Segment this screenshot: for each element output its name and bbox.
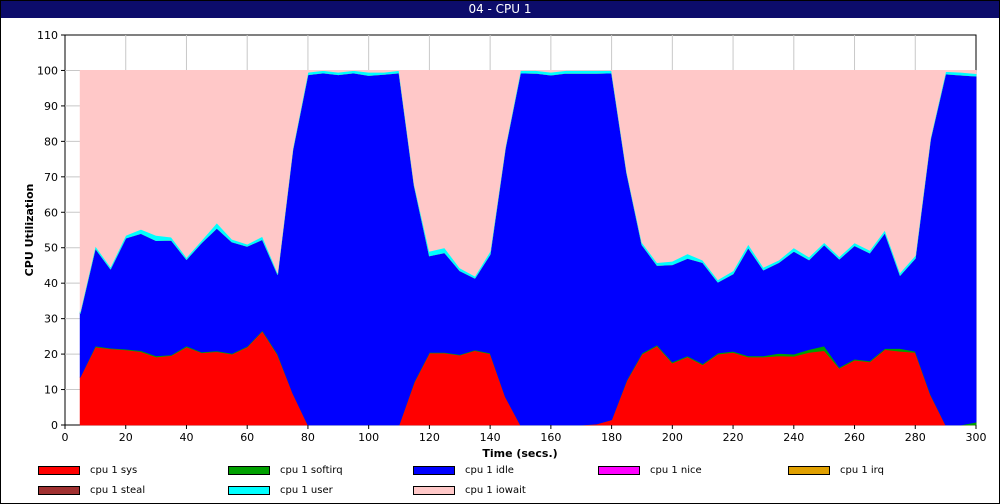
y-tick-label: 20 xyxy=(44,348,58,361)
x-tick-label: 20 xyxy=(119,431,133,444)
x-tick-label: 300 xyxy=(966,431,987,444)
x-tick-label: 240 xyxy=(783,431,804,444)
x-tick-label: 40 xyxy=(179,431,193,444)
y-tick-label: 60 xyxy=(44,206,58,219)
x-tick-label: 160 xyxy=(540,431,561,444)
y-tick-label: 110 xyxy=(37,29,58,42)
x-tick-label: 280 xyxy=(905,431,926,444)
x-tick-label: 100 xyxy=(358,431,379,444)
x-axis-label: Time (secs.) xyxy=(482,447,557,460)
x-tick-label: 120 xyxy=(419,431,440,444)
window-title: 04 - CPU 1 xyxy=(1,1,999,18)
x-tick-label: 140 xyxy=(480,431,501,444)
y-tick-label: 0 xyxy=(51,419,58,432)
x-tick-label: 180 xyxy=(601,431,622,444)
stacked-areas xyxy=(79,70,977,426)
x-tick-label: 0 xyxy=(62,431,69,444)
y-tick-label: 50 xyxy=(44,242,58,255)
axis-ticks: 0 20 40 60 80 100 120 140 160 180 200 220 240 260 280 3… xyxy=(37,29,987,444)
y-tick-label: 10 xyxy=(44,384,58,397)
y-axis-label: CPU Utilization xyxy=(23,184,36,277)
y-tick-label: 30 xyxy=(44,313,58,326)
y-tick-label: 70 xyxy=(44,171,58,184)
x-tick-label: 60 xyxy=(240,431,254,444)
x-tick-label: 220 xyxy=(723,431,744,444)
x-tick-label: 200 xyxy=(662,431,683,444)
x-tick-label: 260 xyxy=(844,431,865,444)
y-tick-label: 90 xyxy=(44,100,58,113)
y-tick-label: 100 xyxy=(37,64,58,77)
x-tick-label: 80 xyxy=(301,431,315,444)
y-tick-label: 80 xyxy=(44,135,58,148)
series-area-iowait xyxy=(79,70,977,312)
y-tick-label: 40 xyxy=(44,277,58,290)
